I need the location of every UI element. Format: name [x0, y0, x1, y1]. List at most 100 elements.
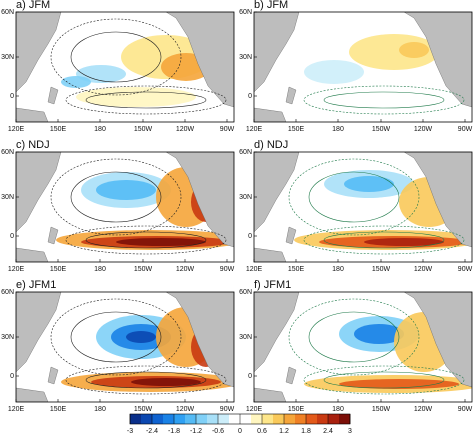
land [285, 226, 297, 245]
lon-label: 180 [94, 406, 106, 413]
lon-label: 150E [288, 266, 305, 273]
lat-label: 60N [239, 149, 252, 156]
lat-label: 60N [1, 9, 14, 16]
colorbar-box [339, 414, 351, 424]
panel-label: d) NDJ [254, 139, 288, 151]
map-field [16, 292, 234, 402]
lon-label: 90W [458, 266, 473, 273]
contour [65, 225, 227, 255]
lon-label: 150W [134, 126, 153, 133]
contour [50, 298, 182, 376]
lat-label: 30N [239, 194, 252, 201]
colorbar-box [229, 414, 241, 424]
land [403, 152, 472, 248]
lon-label: 150W [134, 406, 153, 413]
lat-label: 0 [10, 373, 14, 380]
land [47, 366, 59, 385]
land [16, 12, 62, 93]
colorbar-box [174, 414, 186, 424]
lon-label: 150W [134, 266, 153, 273]
land [254, 12, 300, 93]
lat-label: 0 [248, 93, 252, 100]
colorbar-box [152, 414, 164, 424]
colorbar-label: -0.6 [212, 428, 224, 434]
field-blob [76, 87, 196, 107]
colorbar-label: -1.2 [190, 428, 202, 434]
lon-label: 120E [8, 266, 25, 273]
field-blob [364, 238, 444, 246]
lon-label: 180 [332, 126, 344, 133]
contour [323, 231, 445, 249]
lon-label: 90W [458, 126, 473, 133]
colorbar-box [141, 414, 153, 424]
map-panel: e) JFM1 120E 150E 180 150W 120W 90W 60N 30N 0 [1, 279, 234, 413]
land [165, 292, 234, 388]
colorbar-box [196, 414, 208, 424]
contour [308, 311, 400, 363]
lon-label: 90W [220, 126, 235, 133]
lon-label: 120W [176, 266, 195, 273]
colorbar-box [284, 414, 296, 424]
contour [303, 225, 465, 255]
land [285, 86, 297, 105]
lon-label: 120W [414, 266, 433, 273]
lon-label: 150E [288, 406, 305, 413]
colorbar-box [130, 414, 142, 424]
lon-label: 120E [246, 266, 263, 273]
lat-label: 0 [248, 233, 252, 240]
land [254, 247, 287, 262]
land [254, 292, 300, 373]
colorbar-box [218, 414, 230, 424]
lon-label: 120E [246, 406, 263, 413]
colorbar-box [185, 414, 197, 424]
lon-label: 180 [94, 126, 106, 133]
lat-label: 60N [239, 9, 252, 16]
field-blob [116, 238, 206, 246]
map-panel: a) JFM 120E 150E 180 150W 120W 90W 60N 30N 0 [1, 0, 234, 133]
contour [65, 85, 227, 115]
colorbar-box [240, 414, 252, 424]
lon-label: 150W [372, 406, 391, 413]
land [254, 107, 287, 122]
colorbar-box [306, 414, 318, 424]
land [403, 292, 472, 388]
field-blob [76, 65, 126, 83]
contour [50, 158, 182, 236]
colorbar-label: 1.2 [279, 428, 289, 434]
field-blob [344, 176, 394, 192]
colorbar-box [328, 414, 340, 424]
land [165, 152, 234, 248]
lon-label: 150E [50, 126, 67, 133]
colorbar-label: 3 [348, 428, 352, 434]
contour [70, 311, 162, 363]
lat-label: 0 [10, 233, 14, 240]
contour [303, 365, 465, 395]
panel-label: c) NDJ [16, 139, 50, 151]
land [254, 152, 300, 233]
contour [50, 18, 182, 96]
lat-label: 30N [1, 54, 14, 61]
colorbar-label: 1.8 [301, 428, 311, 434]
map-panel: c) NDJ 120E 150E 180 150W 120W 90W 60N 30N 0 [1, 139, 234, 273]
lon-label: 180 [332, 266, 344, 273]
contour [303, 85, 465, 115]
lat-label: 60N [1, 289, 14, 296]
lat-label: 30N [239, 334, 252, 341]
land [47, 86, 59, 105]
land [403, 12, 472, 108]
contour [70, 31, 162, 83]
map-field [16, 12, 234, 122]
colorbar-box [273, 414, 285, 424]
colorbar-box [163, 414, 175, 424]
lon-label: 150W [372, 126, 391, 133]
map-field [254, 292, 472, 402]
lon-label: 120E [246, 126, 263, 133]
panel-label: b) JFM [254, 0, 288, 11]
lat-label: 0 [248, 373, 252, 380]
colorbar-label: -1.8 [168, 428, 180, 434]
lon-label: 120E [8, 126, 25, 133]
field-blob [61, 76, 91, 88]
field-blob [96, 180, 156, 200]
map-frame [15, 11, 235, 123]
colorbar-box [262, 414, 274, 424]
